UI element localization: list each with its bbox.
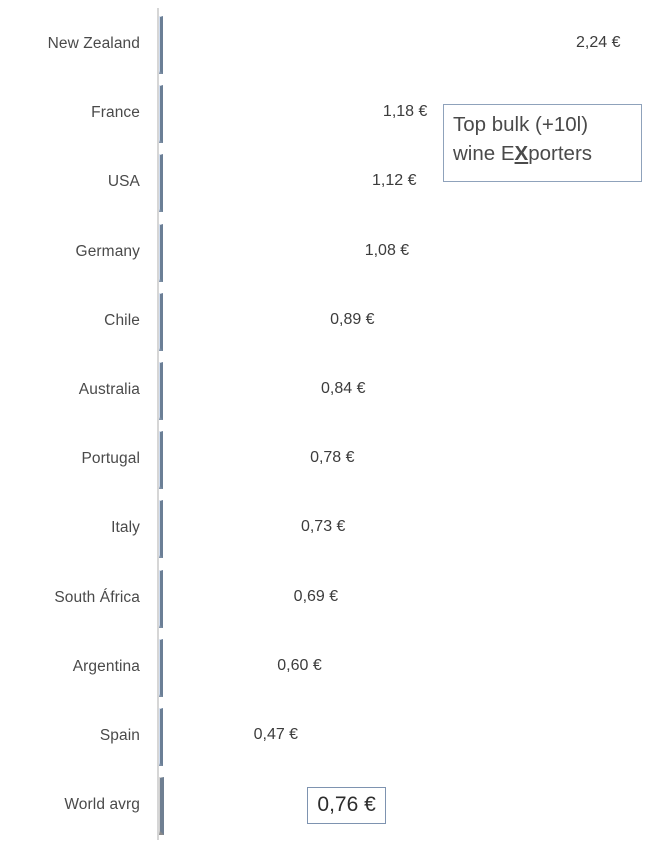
- category-label-world-avrg: World avrg: [64, 796, 140, 814]
- value-label-spain: 0,47 €: [253, 726, 299, 743]
- value-label-italy: 0,73 €: [300, 518, 346, 536]
- bar-row: New Zealand 2,24 €: [0, 16, 650, 74]
- callout-line-2: wine EXporters: [453, 139, 641, 168]
- value-label-south-áfrica: 0,69 €: [293, 587, 339, 605]
- bar-chile[interactable]: [159, 292, 321, 351]
- callout-line-2-after: porters: [528, 142, 593, 166]
- category-label-new-zealand: New Zealand: [47, 35, 140, 52]
- category-label-portugal: Portugal: [81, 450, 140, 468]
- bar-row: USA 1,12 €: [0, 154, 650, 213]
- bar-australia[interactable]: [159, 362, 312, 420]
- category-label-france: France: [91, 104, 140, 122]
- bar-portugal[interactable]: [159, 431, 301, 490]
- bar-usa[interactable]: [159, 154, 363, 213]
- category-label-italy: Italy: [111, 519, 140, 537]
- bar-world-avrg[interactable]: [159, 777, 297, 836]
- value-label-australia: 0,84 €: [321, 380, 366, 397]
- bar-fill: [159, 362, 163, 420]
- value-label-germany: 1,08 €: [364, 241, 410, 259]
- bar-row: Australia 0,84 €: [0, 362, 650, 420]
- bar-fill: [159, 638, 163, 697]
- category-label-chile: Chile: [104, 311, 140, 329]
- bar-new-zealand[interactable]: [159, 16, 567, 74]
- bar-row: World avrg 0,76 €: [0, 777, 650, 836]
- category-label-argentina: Argentina: [72, 657, 140, 675]
- bar-fill: [159, 708, 163, 766]
- callout-line-1: Top bulk (+10l): [453, 113, 589, 136]
- bar-fill: [159, 16, 163, 74]
- bar-italy[interactable]: [159, 500, 292, 559]
- bar-spain[interactable]: [159, 708, 245, 766]
- category-label-germany: Germany: [75, 242, 140, 260]
- bar-fill: [159, 569, 163, 628]
- bar-argentina[interactable]: [159, 638, 268, 697]
- callout-textbox: Top bulk (+10l) wine EXporters: [443, 104, 642, 182]
- bar-row: Portugal 0,78 €: [0, 431, 650, 490]
- value-label-chile: 0,89 €: [330, 310, 375, 328]
- bar-row: Chile 0,89 €: [0, 292, 650, 351]
- bar-fill: [159, 500, 163, 559]
- bar-row: Germany 1,08 €: [0, 223, 650, 282]
- category-label-usa: USA: [107, 173, 140, 191]
- bar-row: South África 0,69 €: [0, 569, 650, 628]
- bar-fill: [159, 292, 163, 351]
- category-label-australia: Australia: [78, 381, 140, 398]
- bar-row: Spain 0,47 €: [0, 708, 650, 766]
- bar-fill: [159, 431, 163, 490]
- value-label-portugal: 0,78 €: [310, 449, 355, 467]
- value-label-usa: 1,12 €: [372, 172, 417, 190]
- bar-fill: [159, 223, 163, 282]
- bar-germany[interactable]: [159, 223, 356, 282]
- bar-row: Argentina 0,60 €: [0, 638, 650, 697]
- category-axis-line: [157, 8, 159, 840]
- bar-row: Italy 0,73 €: [0, 500, 650, 559]
- bar-france[interactable]: [159, 85, 374, 144]
- value-label-new-zealand: 2,24 €: [576, 34, 621, 51]
- value-label-argentina: 0,60 €: [277, 656, 322, 674]
- bar-fill: [159, 154, 163, 213]
- bar-row: France 1,18 €: [0, 85, 650, 144]
- value-label-france: 1,18 €: [382, 103, 428, 121]
- bar-south-áfrica[interactable]: [159, 569, 285, 628]
- bar-fill: [159, 85, 163, 144]
- value-label-world-avrg: 0,76 €: [307, 787, 386, 825]
- callout-line-2-emphasis: X: [514, 142, 529, 166]
- category-label-spain: Spain: [99, 727, 140, 744]
- bar-fill-highlight: [159, 777, 164, 836]
- category-label-south-áfrica: South África: [54, 588, 140, 606]
- callout-line-2-before: wine E: [453, 142, 515, 166]
